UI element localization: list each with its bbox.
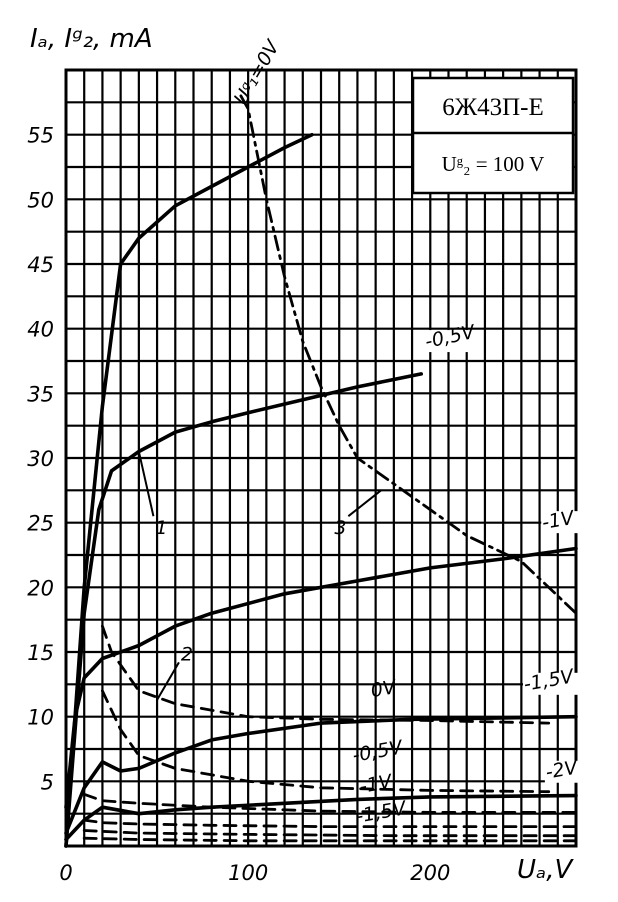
anode-current-curve xyxy=(64,132,314,848)
x-tick-label: 100 xyxy=(228,861,268,885)
curve-marker-label: 3 xyxy=(334,517,346,539)
curve-label-background xyxy=(544,760,603,783)
anode-current-curve xyxy=(64,714,578,835)
curve-label-background xyxy=(541,511,600,534)
y-tick-label: 10 xyxy=(27,706,54,730)
curve-marker-label: 1 xyxy=(155,517,167,539)
y-tick-label: 20 xyxy=(27,576,54,600)
x-axis-label: Uₐ,V xyxy=(517,855,573,885)
y-tick-label: 50 xyxy=(27,188,54,212)
screen-current-curve xyxy=(82,818,578,828)
plot-frame xyxy=(64,68,578,848)
marker-leader-line xyxy=(137,451,155,517)
curve-marker-label: 2 xyxy=(181,643,193,665)
anode-current-curve xyxy=(64,372,423,848)
screen-current-curve xyxy=(101,624,551,725)
curve-label: -1V xyxy=(358,770,395,798)
marker-leader-line xyxy=(156,661,180,701)
y-tick-label: 25 xyxy=(27,512,54,536)
curve-label: -0,5V xyxy=(351,736,406,767)
curve-label: -1,5V xyxy=(354,797,409,828)
curve-label-background xyxy=(523,672,581,695)
y-tick-label: 5 xyxy=(41,770,54,794)
y-tick-label: 30 xyxy=(27,447,54,471)
screen-current-curve xyxy=(101,689,551,794)
y-tick-label: 35 xyxy=(27,382,54,406)
x-tick-label: 200 xyxy=(410,861,450,885)
y-tick-label: 40 xyxy=(27,318,54,342)
info-box: 6Ж43П-Е Uᵍ₂ = 100 V xyxy=(411,76,575,195)
tube-type-label: 6Ж43П-Е xyxy=(442,94,544,121)
curve-label: Uᵍ₁=0V xyxy=(230,35,285,109)
screen-voltage-label: Uᵍ₂ = 100 V xyxy=(442,152,545,176)
y-tick-label: 15 xyxy=(27,641,54,665)
anode-current-curve xyxy=(64,793,578,842)
y-tick-label: 55 xyxy=(27,124,54,148)
curve-label-background xyxy=(424,330,483,353)
power-limit-curve xyxy=(239,94,578,615)
screen-current-curve xyxy=(82,792,578,814)
screen-current-curve xyxy=(82,836,578,843)
screen-current-curve xyxy=(82,829,578,838)
y-axis-label: Iₐ, Iᵍ₂, mA xyxy=(30,24,153,54)
marker-leader-line xyxy=(347,489,382,517)
x-tick-label: 0 xyxy=(59,861,72,885)
curve-label: 0V xyxy=(369,676,399,702)
anode-current-curve xyxy=(64,546,578,809)
y-tick-label: 45 xyxy=(27,253,54,277)
